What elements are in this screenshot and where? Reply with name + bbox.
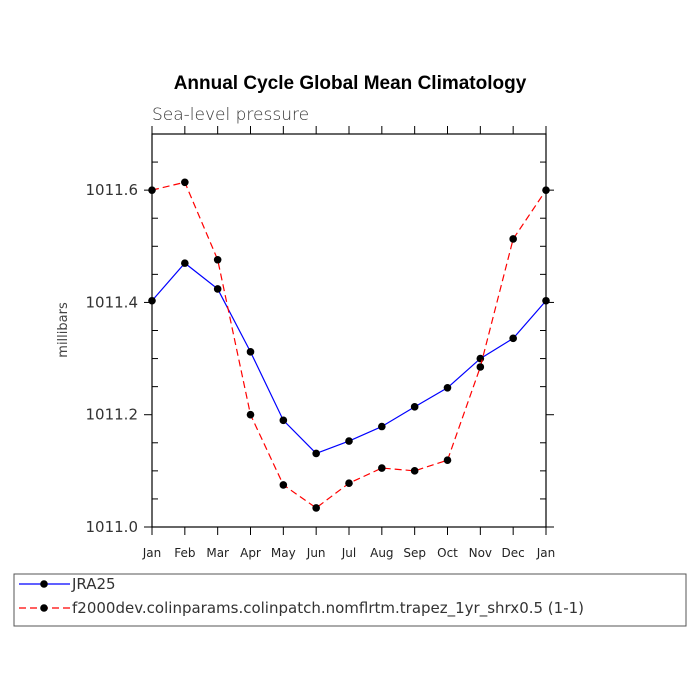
y-tick-label: 1011.2 (86, 406, 139, 424)
series-line (151, 262, 547, 455)
chart-title: Annual Cycle Global Mean Climatology (174, 73, 527, 94)
data-point (509, 334, 517, 343)
x-tick-label: Jun (306, 546, 326, 560)
data-point (246, 348, 255, 356)
data-point (312, 449, 320, 458)
legend-marker (40, 604, 48, 612)
data-point (345, 479, 353, 488)
x-tick-label: Jan (142, 546, 162, 560)
data-point (213, 255, 222, 264)
series-layer (148, 178, 550, 512)
x-tick-label: May (271, 546, 296, 560)
y-tick-label: 1011.4 (86, 293, 139, 311)
axes (144, 126, 554, 535)
y-axis-label: millibars (56, 302, 71, 358)
data-point (410, 467, 419, 475)
data-point (246, 410, 255, 419)
data-point (345, 437, 353, 445)
legend-label: JRA25 (71, 575, 116, 593)
data-point (148, 296, 156, 305)
data-point (181, 259, 189, 267)
legend-label: f2000dev.colinparams.colinpatch.nomflrtm… (72, 599, 584, 618)
data-point (279, 416, 288, 425)
x-tick-label: Jan (536, 546, 556, 560)
data-point (410, 403, 419, 411)
data-point (542, 296, 550, 305)
data-point (279, 481, 288, 489)
series-1 (148, 259, 550, 458)
legend: JRA25 f2000dev.colinparams.colinpatch.nom… (13, 573, 687, 627)
x-tick-label: Nov (469, 546, 492, 560)
data-point (476, 363, 485, 371)
chart-subtitle: Sea-level pressure (152, 105, 309, 125)
y-tick-labels: 1011.0 1011.2 1011.4 1011.6 (86, 181, 139, 536)
data-point (213, 285, 222, 293)
data-point (378, 464, 386, 472)
data-point (378, 422, 386, 431)
series-line (151, 181, 547, 509)
x-tick-label: Feb (174, 546, 195, 560)
x-tick-label: Sep (403, 546, 426, 560)
legend-marker (40, 580, 48, 588)
data-point (443, 383, 452, 392)
x-tick-label: Dec (502, 546, 525, 560)
data-point (312, 504, 320, 512)
plot-frame (151, 133, 547, 528)
data-point (181, 178, 189, 187)
x-tick-label: Mar (206, 546, 229, 560)
data-point (509, 235, 517, 243)
x-tick-label: Jul (341, 546, 356, 560)
series-2 (148, 178, 550, 512)
data-point (443, 456, 452, 464)
legend-box (13, 573, 687, 627)
x-tick-label: Oct (437, 546, 458, 560)
x-tick-label: Apr (240, 546, 261, 560)
x-tick-labels: Jan Feb Mar Apr May Jun Jul Aug Sep Oct Nov Dec Jan (142, 546, 556, 560)
y-tick-label: 1011.6 (86, 181, 139, 199)
y-tick-label: 1011.0 (86, 518, 139, 536)
data-point (542, 186, 550, 194)
data-point (476, 354, 485, 363)
x-tick-label: Aug (370, 546, 393, 560)
data-point (148, 186, 156, 194)
